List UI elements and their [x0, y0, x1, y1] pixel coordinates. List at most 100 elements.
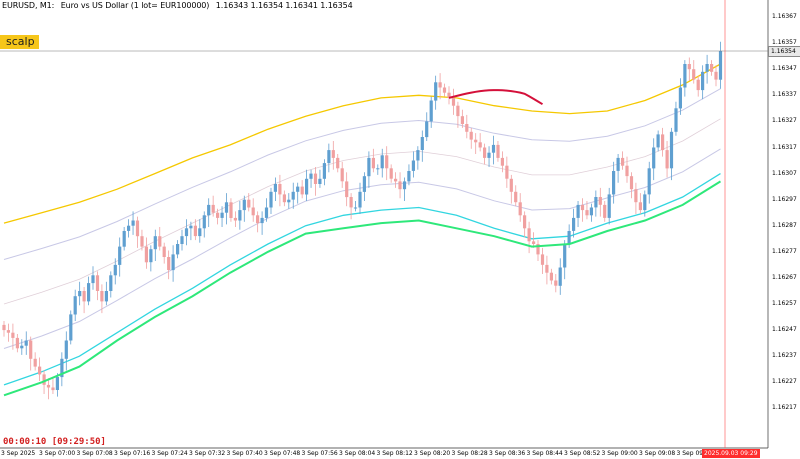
candle-body — [305, 178, 309, 195]
candle-body — [456, 105, 460, 117]
candle-body — [6, 330, 10, 333]
chart-header: EURUSD, M1: Euro vs US Dollar (1 lot= EU… — [2, 1, 353, 10]
symbol-description: Euro vs US Dollar (1 lot= EUR100000) — [60, 1, 210, 10]
candle-body — [376, 168, 380, 170]
candle-body — [505, 165, 509, 179]
time-tick-label: 3 Sep 07:40 — [226, 450, 263, 457]
candle-body — [198, 228, 202, 237]
candle-body — [273, 184, 277, 192]
candle-body — [238, 210, 242, 221]
candle-body — [109, 275, 113, 291]
upper-trailing-stop-line — [448, 89, 544, 106]
candle-body — [127, 225, 131, 231]
time-tick-label: 3 Sep 07:00 — [39, 450, 76, 457]
candle-body — [420, 137, 424, 150]
candle-body — [264, 207, 269, 218]
candle-body — [171, 254, 175, 271]
candle-body — [104, 291, 108, 302]
candle-body — [349, 197, 353, 208]
ohlc-values: 1.16343 1.16354 1.16341 1.16354 — [215, 1, 353, 10]
candle-body — [674, 108, 678, 132]
middle-band-line — [3, 118, 721, 305]
candle-body — [687, 64, 691, 70]
candle-body — [15, 337, 19, 349]
inner-upper-band-line — [3, 88, 721, 260]
candle-body — [367, 157, 371, 177]
candle-body — [55, 377, 59, 390]
candle-body — [64, 340, 68, 359]
candle-body — [469, 131, 473, 140]
candle-body — [224, 202, 229, 213]
candle-body — [260, 217, 264, 224]
candle-body — [710, 64, 714, 72]
candle-body — [193, 225, 197, 237]
candle-body — [487, 152, 491, 158]
candle-body — [24, 340, 28, 346]
candle-body — [176, 244, 180, 255]
candle-body — [554, 280, 558, 286]
candle-body — [73, 296, 77, 315]
price-tick-label: 1.16317 — [772, 143, 797, 151]
candle-body — [438, 82, 442, 88]
candle-body — [683, 64, 687, 88]
candle-body — [509, 178, 513, 192]
candle-body — [527, 228, 531, 242]
price-tick-label: 1.16367 — [772, 13, 797, 20]
candle-body — [336, 157, 340, 169]
candle-body — [429, 100, 433, 122]
candle-body — [692, 69, 696, 80]
candle-body — [407, 171, 411, 182]
candle-body — [340, 168, 344, 182]
candle-body — [256, 215, 260, 224]
candle-body — [149, 249, 153, 263]
candle-body — [2, 324, 6, 331]
candle-body — [229, 202, 233, 218]
candle-body — [665, 150, 669, 169]
candle-body — [87, 283, 91, 302]
candle-body — [483, 147, 487, 158]
candle-body — [162, 246, 166, 257]
candle-body — [496, 144, 500, 158]
candle-body — [353, 207, 358, 209]
time-tick-label: 3 Sep 08:04 — [339, 450, 376, 457]
time-tick-label: 3 Sep 08:20 — [414, 450, 451, 457]
symbol-timeframe: EURUSD, M1: — [2, 1, 55, 10]
candle-body — [20, 345, 24, 349]
candle-body — [144, 246, 148, 263]
price-tick-label: 1.16357 — [772, 39, 797, 47]
candle-body — [594, 197, 598, 208]
candle-body — [135, 220, 140, 237]
candle-body — [652, 147, 656, 169]
lower-trailing-stop-line — [3, 180, 722, 397]
candle-body — [385, 155, 389, 169]
candle-body — [638, 202, 642, 211]
upper-band-line — [3, 63, 721, 224]
time-tick-label: 3 Sep 08:36 — [489, 450, 526, 457]
price-tick-label: 1.16277 — [772, 247, 797, 255]
time-tick-label: 3 Sep 08:28 — [451, 450, 488, 457]
candle-body — [91, 275, 95, 284]
candle-body — [518, 202, 522, 216]
candle-body — [291, 191, 295, 200]
candle-body — [625, 165, 629, 177]
candle-body — [78, 291, 82, 297]
price-tick-label: 1.16347 — [772, 65, 797, 73]
candle-body — [532, 241, 536, 244]
bands-layer — [3, 63, 721, 386]
candle-body — [33, 358, 37, 367]
candle-body — [69, 314, 73, 341]
candle-body — [313, 173, 318, 184]
candle-body — [434, 82, 438, 101]
candle-body — [442, 87, 447, 93]
candle-body — [398, 181, 402, 190]
candle-body — [612, 171, 616, 195]
candle-body — [46, 384, 51, 388]
candle-body — [661, 134, 665, 151]
candle-body — [131, 220, 135, 226]
candle-body — [216, 212, 220, 218]
candle-body — [576, 204, 580, 218]
candle-body — [425, 121, 429, 138]
candle-body — [202, 215, 206, 229]
